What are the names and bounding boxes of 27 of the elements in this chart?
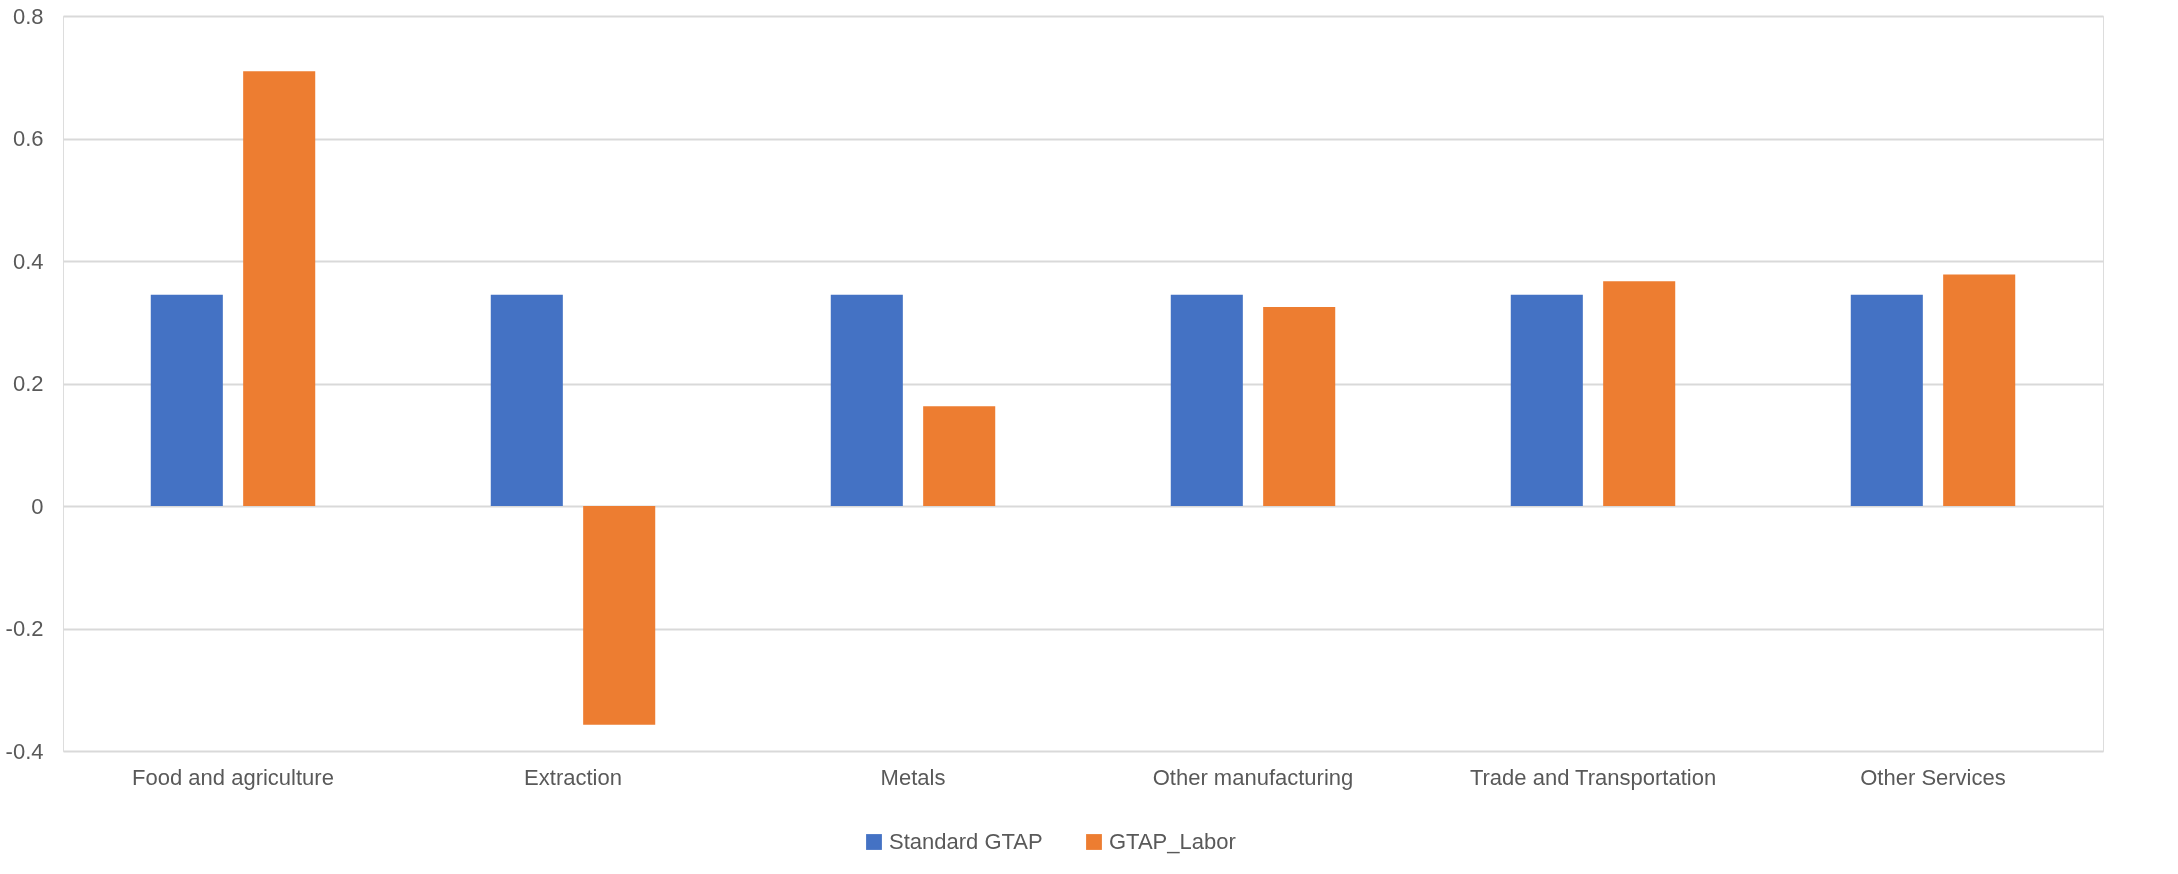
bar	[830, 294, 903, 506]
x-tick-label: Other Services	[1860, 764, 2006, 790]
bar	[923, 406, 996, 506]
legend-label: Standard GTAP	[889, 829, 1043, 854]
bar	[1850, 294, 1923, 506]
y-tick-label: 0	[31, 493, 44, 519]
y-tick-label: 0.8	[12, 3, 44, 29]
bar	[243, 71, 316, 506]
bar	[150, 294, 223, 506]
bar	[1603, 281, 1676, 506]
bar	[490, 294, 563, 506]
bar	[1263, 306, 1336, 506]
x-tick-label: Trade and Transportation	[1469, 764, 1717, 790]
bar	[1510, 294, 1583, 506]
x-tick-label: Food and agriculture	[132, 764, 334, 790]
x-tick-label: Other manufacturing	[1152, 764, 1354, 790]
y-tick-label: 0.4	[12, 248, 44, 274]
bar	[1943, 274, 2016, 506]
x-tick-label: Metals	[880, 764, 946, 790]
y-tick-label: -0.2	[5, 616, 44, 641]
bar	[583, 506, 656, 725]
x-tick-label: Extraction	[524, 764, 622, 790]
bar	[1170, 294, 1243, 506]
y-tick-label: -0.4	[5, 738, 44, 764]
y-tick-label: 0.6	[12, 126, 44, 151]
y-tick-label: 0.2	[12, 371, 44, 396]
legend-label: GTAP_Labor	[1109, 829, 1236, 854]
